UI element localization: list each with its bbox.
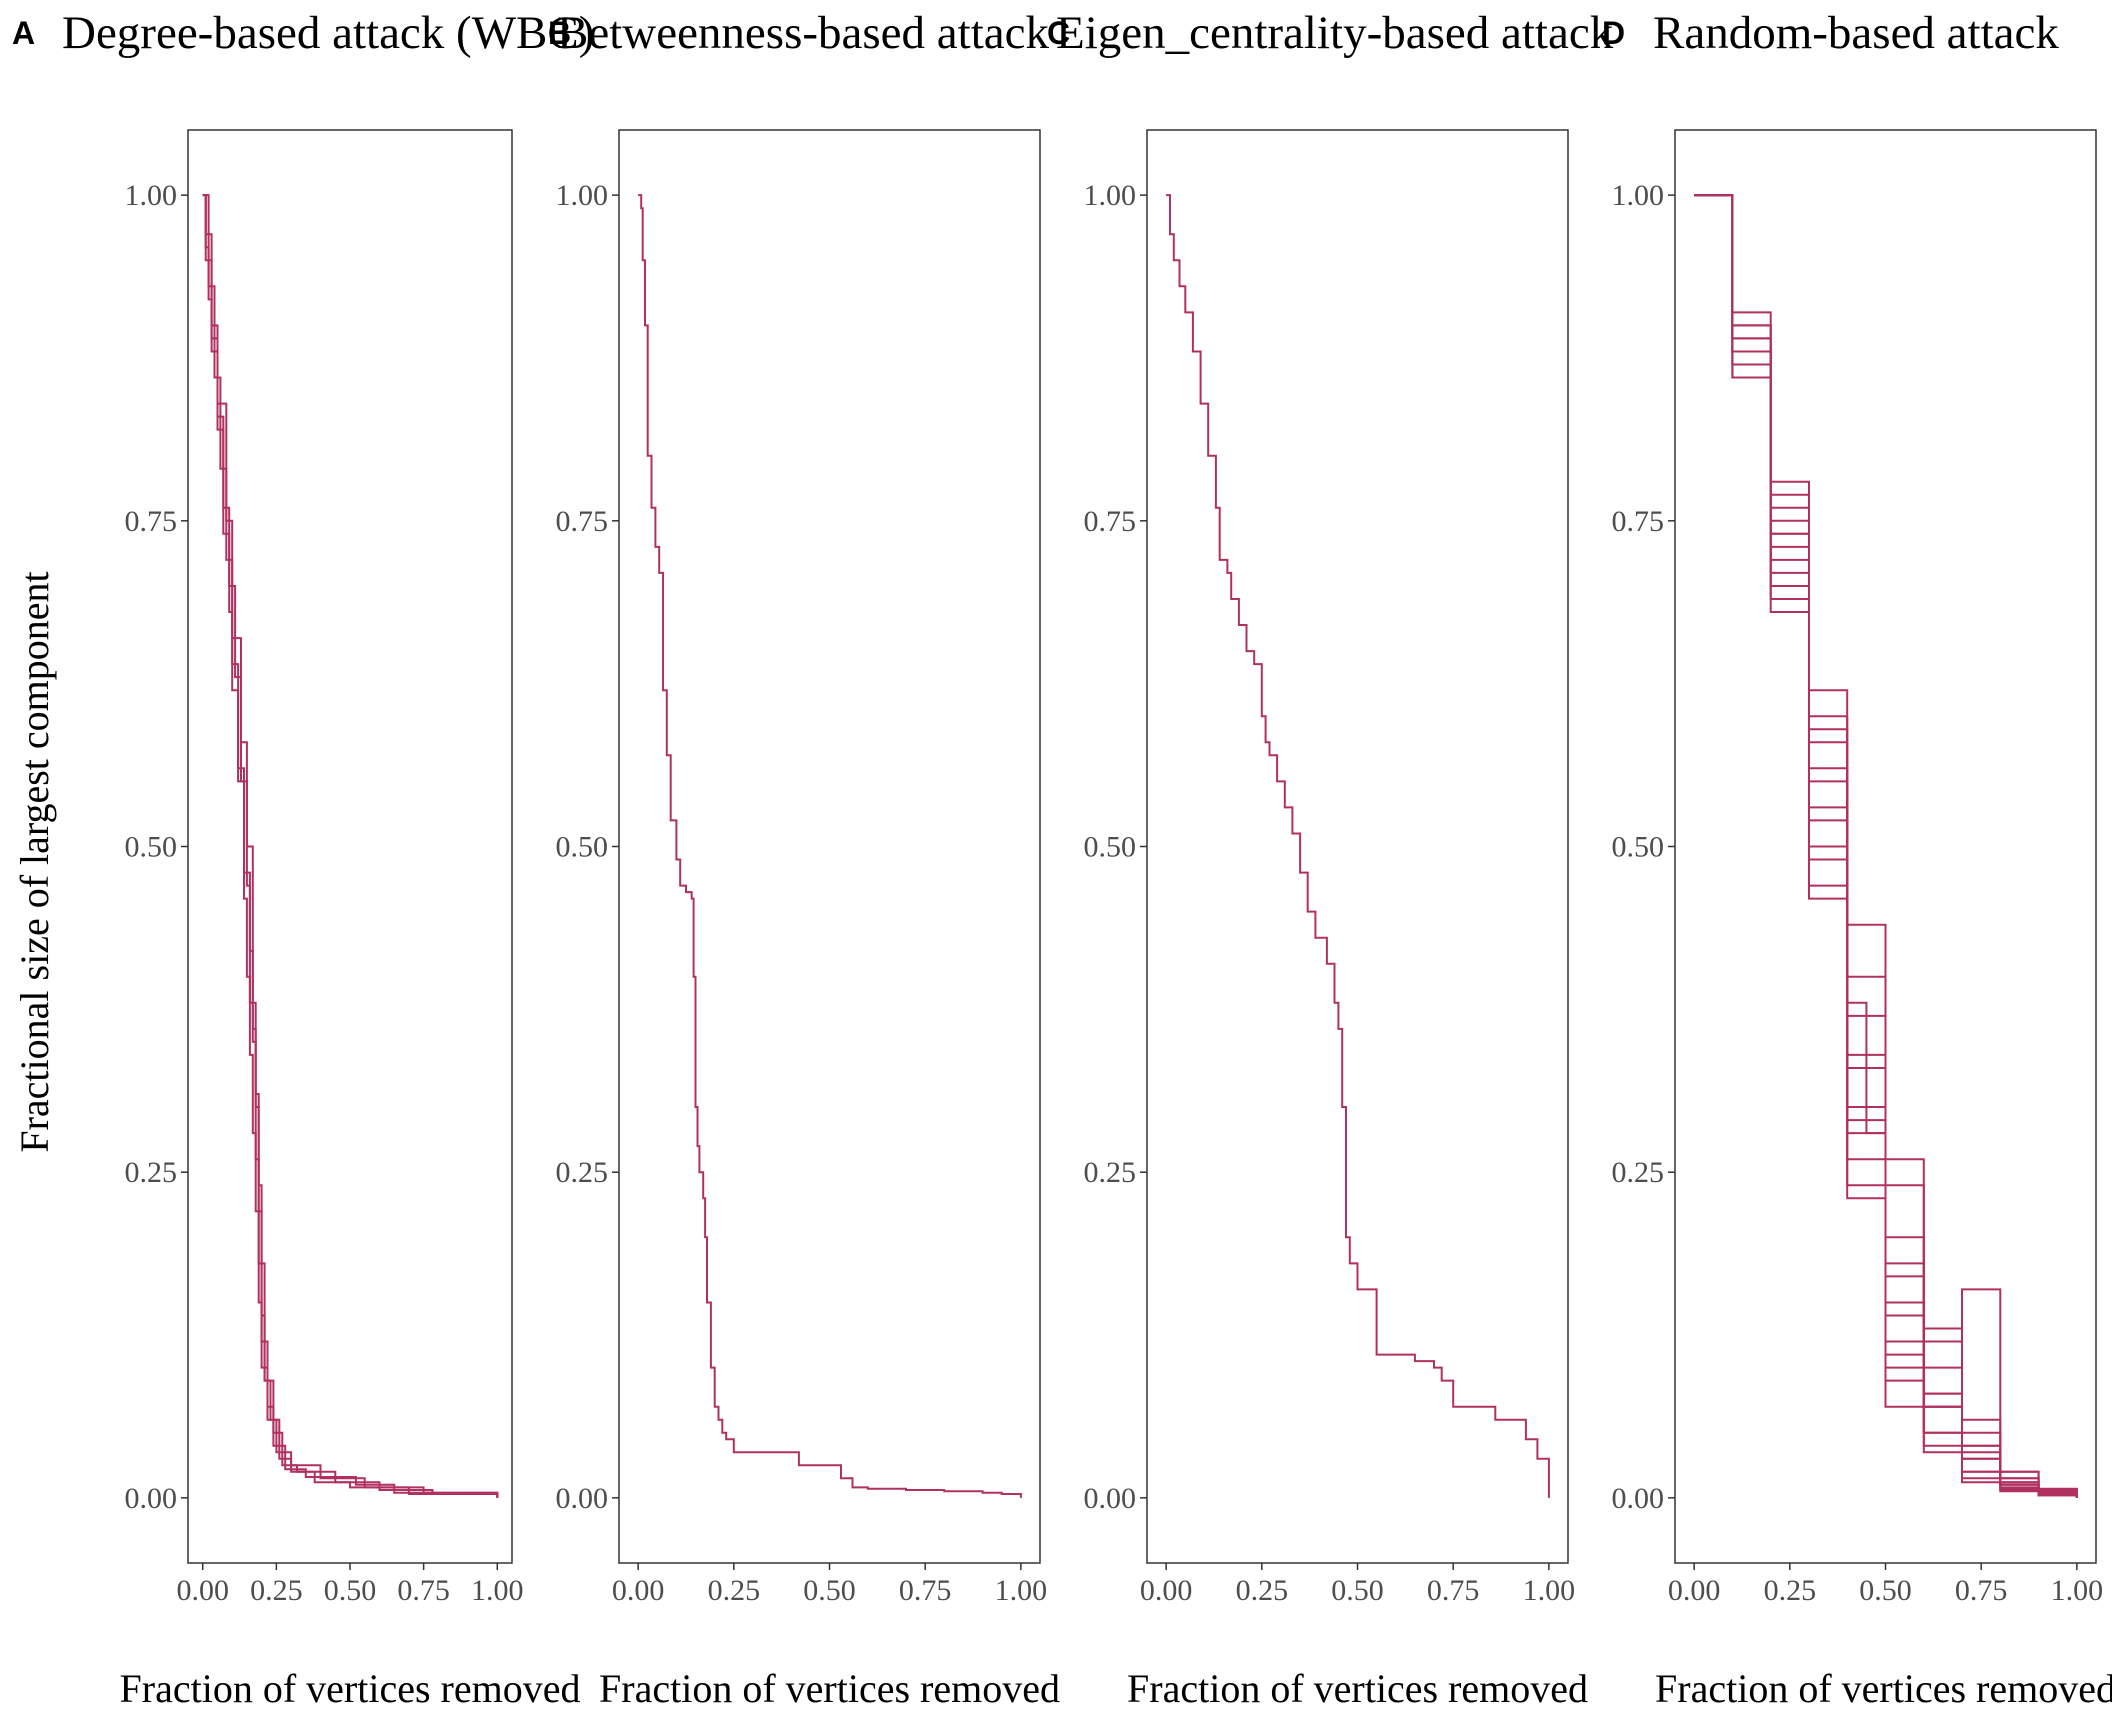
x-tick-label: 0.25 <box>250 1574 303 1607</box>
y-tick-label: 0.75 <box>556 505 609 538</box>
x-tick-label: 1.00 <box>471 1574 524 1607</box>
x-tick-label: 0.00 <box>176 1574 229 1607</box>
x-tick-label: 1.00 <box>2051 1574 2104 1607</box>
y-tick-label: 0.50 <box>1084 831 1137 864</box>
x-tick-label: 0.00 <box>612 1574 665 1607</box>
x-tick-label: 0.50 <box>1859 1574 1912 1607</box>
panel-c-letter: C <box>1047 15 1070 51</box>
x-tick-label: 0.75 <box>1955 1574 2008 1607</box>
panel-a-frame <box>187 129 513 1564</box>
y-tick-label: 0.25 <box>556 1156 609 1189</box>
y-tick-label: 1.00 <box>1612 179 1665 212</box>
y-tick-label: 0.25 <box>1084 1156 1137 1189</box>
x-tick-label: 1.00 <box>1523 1574 1576 1607</box>
y-tick-label: 0.75 <box>1084 505 1137 538</box>
x-tick-label: 0.50 <box>803 1574 856 1607</box>
panel-b-title: Betweenness-based attack <box>557 7 1049 59</box>
panel-b-frame <box>618 129 1041 1564</box>
panel-a-title: Degree-based attack (WBC) <box>62 7 594 59</box>
y-tick-label: 1.00 <box>125 179 178 212</box>
y-tick-label: 0.75 <box>1612 505 1665 538</box>
panel-c-series-line-1 <box>1166 194 1550 1498</box>
x-tick-label: 0.75 <box>899 1574 952 1607</box>
panel-c-x-axis-title: Fraction of vertices removed <box>1127 1666 1588 1711</box>
panel-c-title: Eigen_centrality-based attack <box>1056 7 1614 59</box>
x-tick-label: 0.25 <box>708 1574 761 1607</box>
x-tick-label: 0.75 <box>1427 1574 1480 1607</box>
panel-b-x-axis-title: Fraction of vertices removed <box>599 1666 1060 1711</box>
x-tick-label: 0.00 <box>1668 1574 1721 1607</box>
panel-a-letter: A <box>12 15 35 51</box>
x-tick-label: 0.25 <box>1236 1574 1289 1607</box>
panel-a-series-line-4 <box>202 194 499 1498</box>
y-tick-label: 0.50 <box>556 831 609 864</box>
y-tick-label: 0.00 <box>125 1482 178 1515</box>
x-tick-label: 1.00 <box>995 1574 1048 1607</box>
panel-d-title: Random-based attack <box>1653 7 2059 59</box>
x-tick-label: 0.50 <box>1331 1574 1384 1607</box>
x-tick-label: 0.00 <box>1140 1574 1193 1607</box>
x-tick-label: 0.75 <box>397 1574 450 1607</box>
y-tick-label: 0.00 <box>1084 1482 1137 1515</box>
y-tick-label: 0.00 <box>1612 1482 1665 1515</box>
y-axis-title: Fractional size of largest component <box>12 571 57 1152</box>
y-tick-label: 0.50 <box>1612 831 1665 864</box>
panel-b-series-line-1 <box>638 194 1022 1498</box>
x-tick-label: 0.25 <box>1764 1574 1817 1607</box>
y-tick-label: 0.25 <box>1612 1156 1665 1189</box>
panel-b-letter: B <box>548 15 571 51</box>
y-tick-label: 1.00 <box>556 179 609 212</box>
panel-d-letter: D <box>1602 15 1625 51</box>
y-tick-label: 0.75 <box>125 505 178 538</box>
y-tick-label: 0.50 <box>125 831 178 864</box>
panel-d-series-line-12 <box>1694 194 2078 1498</box>
y-tick-label: 1.00 <box>1084 179 1137 212</box>
y-tick-label: 0.25 <box>125 1156 178 1189</box>
panel-c-frame <box>1146 129 1569 1564</box>
panel-d-x-axis-title: Fraction of vertices removed <box>1655 1666 2112 1711</box>
panel-a-x-axis-title: Fraction of vertices removed <box>120 1666 581 1711</box>
y-tick-label: 0.00 <box>556 1482 609 1515</box>
x-tick-label: 0.50 <box>324 1574 377 1607</box>
